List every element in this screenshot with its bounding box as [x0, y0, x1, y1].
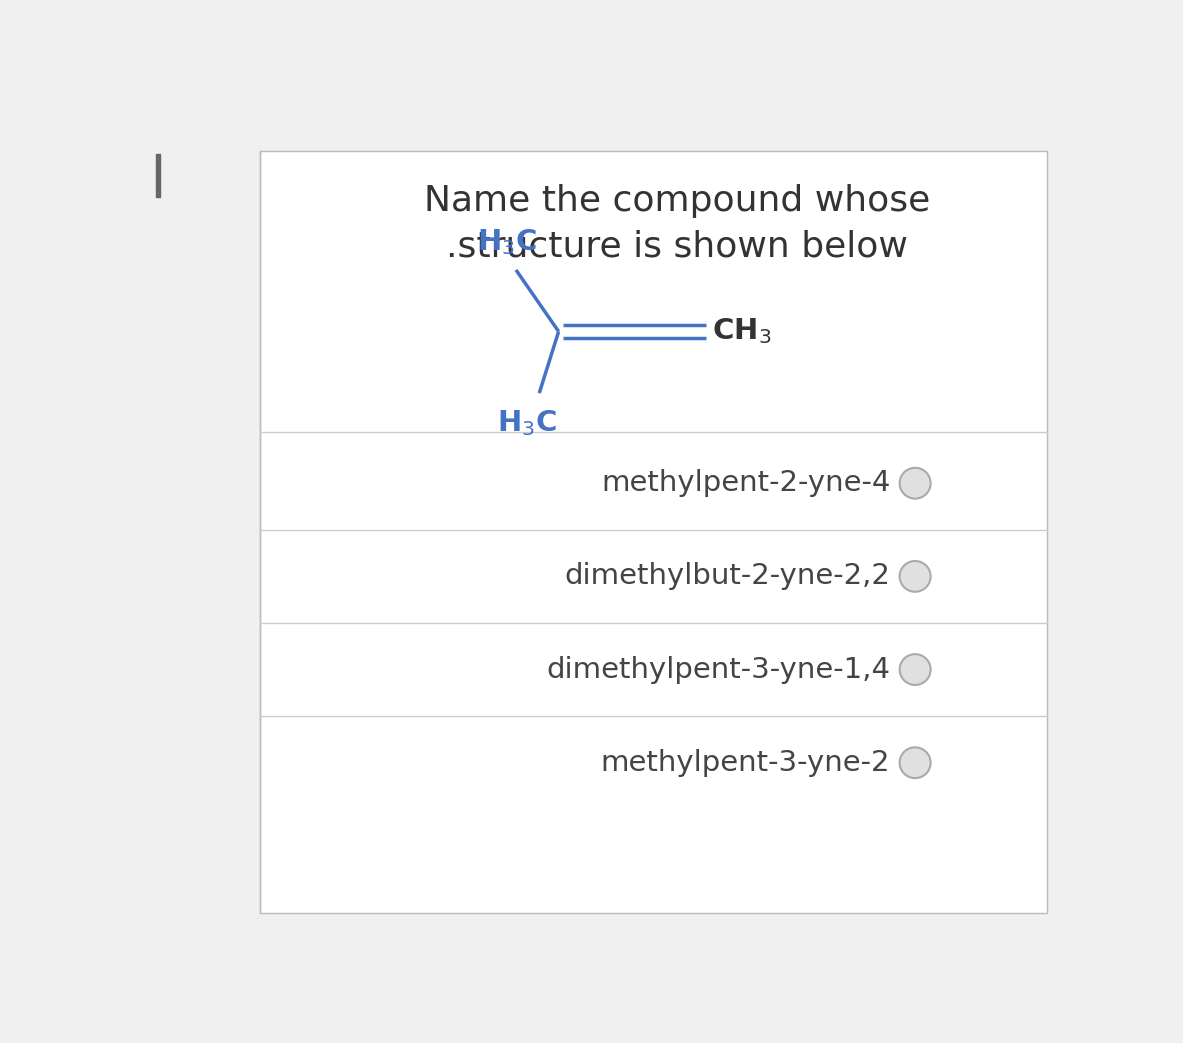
Text: methylpent-2-yne-4: methylpent-2-yne-4 [601, 469, 891, 498]
Text: dimethylbut-2-yne-2,2: dimethylbut-2-yne-2,2 [564, 562, 891, 590]
Text: methylpent-3-yne-2: methylpent-3-yne-2 [601, 749, 891, 777]
Bar [156, 154, 160, 197]
Circle shape [899, 748, 931, 778]
Text: H$_3$C: H$_3$C [497, 409, 557, 438]
Text: dimethylpent-3-yne-1,4: dimethylpent-3-yne-1,4 [547, 656, 891, 683]
Bar [260, 150, 1047, 913]
Text: CH$_3$: CH$_3$ [712, 317, 771, 346]
Text: .structure is shown below: .structure is shown below [446, 229, 907, 264]
Text: Name the compound whose: Name the compound whose [424, 184, 930, 218]
Text: H$_3$C: H$_3$C [477, 227, 537, 257]
Circle shape [899, 468, 931, 499]
Circle shape [899, 561, 931, 591]
Circle shape [899, 654, 931, 685]
